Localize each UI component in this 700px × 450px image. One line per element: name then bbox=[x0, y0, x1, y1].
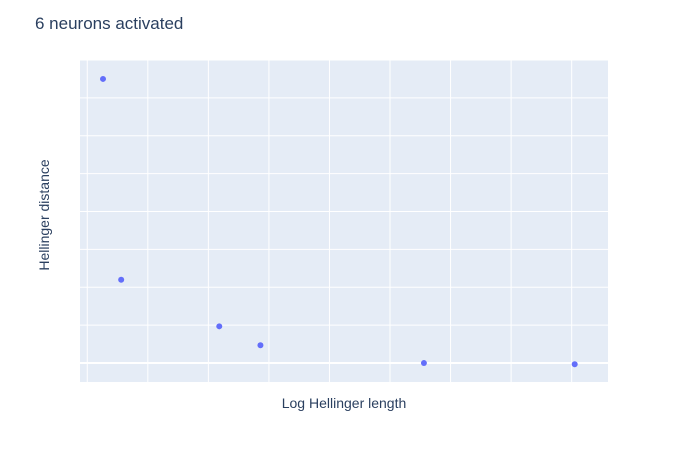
data-point[interactable] bbox=[257, 342, 264, 349]
data-point[interactable] bbox=[216, 323, 223, 330]
plot-background bbox=[80, 60, 608, 382]
data-point[interactable] bbox=[571, 361, 578, 368]
x-axis-title: Log Hellinger length bbox=[282, 395, 407, 411]
data-point[interactable] bbox=[420, 360, 427, 367]
data-point[interactable] bbox=[100, 75, 107, 82]
data-point[interactable] bbox=[118, 276, 125, 283]
data-points bbox=[100, 75, 578, 368]
chart-title: 6 neurons activated bbox=[35, 14, 184, 33]
y-axis-title: Hellinger distance bbox=[36, 159, 52, 270]
gridlines bbox=[80, 59, 608, 382]
